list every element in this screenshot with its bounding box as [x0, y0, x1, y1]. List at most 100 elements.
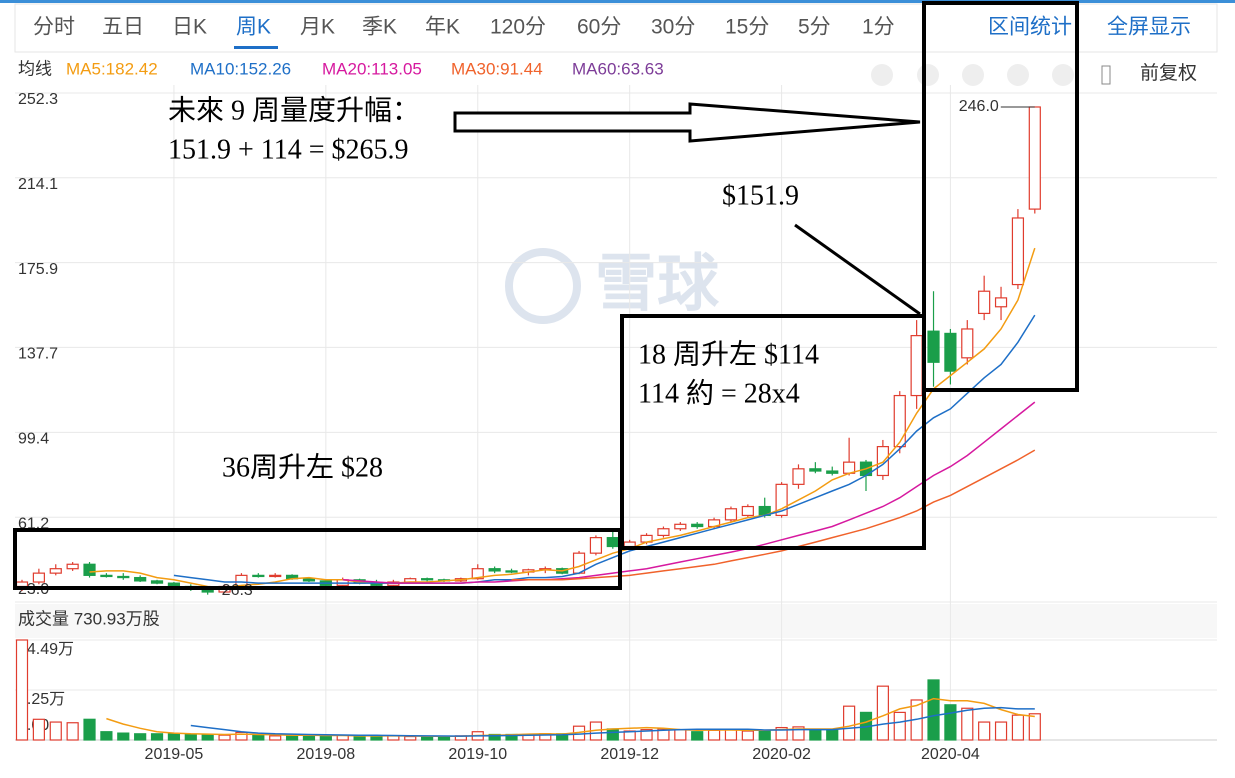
legend-entry: MA60:63.63 — [572, 59, 664, 78]
ma-line — [106, 697, 1035, 737]
tab[interactable]: 1分 — [862, 16, 895, 39]
icon-button[interactable] — [871, 64, 893, 86]
action[interactable]: 全屏显示 — [1107, 16, 1191, 39]
annotation-pointer — [794, 223, 921, 316]
candle-body — [876, 446, 889, 477]
candle-body — [1028, 106, 1041, 210]
annotation-text: 未來 9 周量度升幅： — [168, 94, 420, 126]
tab[interactable]: 五日 — [102, 16, 144, 39]
volume-bar — [421, 735, 434, 741]
volume-bar — [134, 733, 147, 741]
y-tick-label: 14.49万 — [18, 641, 74, 658]
tab[interactable]: 30分 — [651, 16, 695, 39]
volume-bar — [218, 734, 231, 741]
icon-button[interactable] — [1007, 64, 1029, 86]
volume-bar — [741, 730, 754, 741]
volume-bar — [66, 722, 79, 741]
volume-bar — [674, 729, 687, 741]
candle-body — [826, 470, 839, 474]
ma-line — [190, 706, 1035, 737]
candle-body — [134, 576, 147, 582]
ma-line — [342, 401, 1036, 584]
candle-body — [269, 574, 282, 578]
tab[interactable]: 月K — [300, 16, 335, 39]
tab[interactable]: 120分 — [490, 16, 546, 39]
volume-bar — [640, 729, 653, 741]
tab[interactable]: 5分 — [798, 16, 831, 39]
watermark-text: 雪球 — [595, 249, 720, 318]
tab[interactable]: 季K — [362, 16, 397, 39]
tab[interactable]: 年K — [425, 16, 460, 39]
candle-body — [944, 332, 957, 372]
max-label: 246.0 — [959, 98, 999, 115]
min-label: 26.3 — [222, 582, 253, 599]
annotation-box — [922, 1, 1079, 392]
candle-body — [589, 537, 603, 554]
candle-body — [792, 468, 805, 485]
candle-body — [724, 508, 738, 521]
y-tick-label: 175.9 — [18, 261, 58, 278]
candle-body — [994, 297, 1008, 308]
y-tick-label: 252.3 — [18, 91, 58, 108]
candle-body — [741, 505, 754, 517]
y-tick-label: 137.7 — [18, 346, 58, 363]
candle-body — [657, 528, 670, 537]
candle-body — [83, 563, 96, 576]
volume-bar — [269, 735, 282, 741]
candle-body — [1011, 217, 1025, 286]
icon-button[interactable] — [917, 64, 939, 86]
legend-entry: MA10:152.26 — [190, 59, 291, 78]
tab[interactable]: 60分 — [577, 16, 621, 39]
candle-body — [66, 563, 79, 570]
x-tick-label: 2019-10 — [448, 746, 507, 763]
volume-bar — [691, 731, 704, 741]
tab[interactable]: 周K — [236, 16, 271, 39]
candle-body — [49, 568, 62, 574]
candle-body — [927, 330, 940, 363]
volume-bar — [994, 721, 1008, 741]
candle-body — [809, 468, 822, 472]
watermark: 雪球 — [505, 248, 720, 324]
y-tick-label: 214.1 — [18, 176, 58, 193]
annotation-text: $151.9 — [722, 180, 799, 211]
volume-bar — [353, 735, 366, 741]
annotation-arrow — [453, 102, 921, 143]
tab[interactable]: 分时 — [33, 16, 75, 39]
candle-body — [623, 541, 636, 548]
adjust-option[interactable]: 前复权 — [1140, 62, 1197, 84]
candle-body — [606, 537, 619, 548]
volume-bar — [302, 735, 316, 741]
icon-button[interactable] — [962, 64, 984, 86]
volume-bar — [944, 704, 957, 741]
volume-bar — [184, 733, 197, 741]
volume-bar — [83, 718, 96, 741]
volume-bar — [775, 726, 788, 741]
volume-bar — [809, 729, 822, 741]
candle-body — [775, 483, 788, 517]
x-tick-label: 2019-12 — [600, 746, 659, 763]
volume-bar — [826, 729, 839, 741]
ma-line — [511, 449, 1036, 581]
volume-title: 成交量 730.93万股 — [18, 609, 160, 628]
legend-entry: MA20:113.05 — [322, 59, 422, 78]
icon-button[interactable] — [1101, 65, 1111, 85]
tab[interactable]: 15分 — [725, 16, 769, 39]
candle-body — [674, 523, 687, 530]
volume-bar — [49, 721, 62, 741]
volume-bar — [961, 707, 974, 741]
candle-body — [961, 328, 974, 359]
volume-bar — [1011, 714, 1025, 741]
annotations: 未來 9 周量度升幅： 151.9 + 114 = $265.9 $151.9 … — [13, 1, 1079, 590]
candle-body — [691, 523, 704, 528]
action[interactable]: 区间统计 — [988, 16, 1072, 39]
ma-label: 均线 — [18, 59, 52, 78]
toolbar-icons — [871, 64, 1111, 86]
volume-bar — [606, 728, 619, 741]
ma-line — [89, 247, 1036, 589]
icon-button[interactable] — [1052, 64, 1074, 86]
volume-bar — [978, 721, 991, 741]
tab[interactable]: 日K — [172, 16, 207, 39]
x-tick-label: 2020-02 — [752, 746, 811, 763]
candle-body — [893, 394, 906, 448]
y-tick-label: 99.4 — [18, 431, 49, 448]
